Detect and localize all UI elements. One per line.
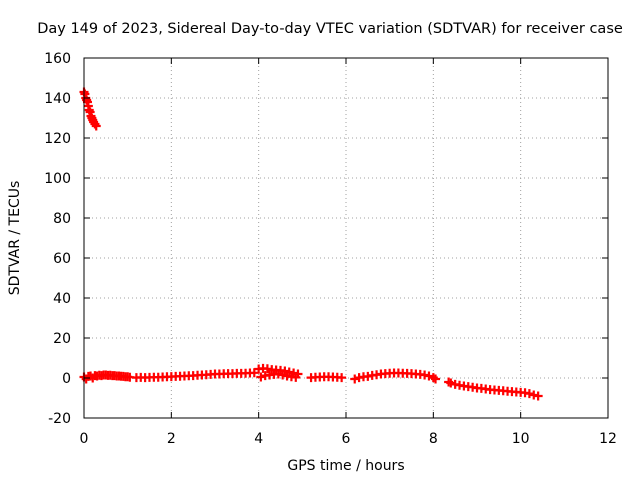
y-tick-label: -20 [48, 411, 71, 427]
axis-ticks: 0 2 4 6 8 10 12 -20 0 20 40 60 80 100 120 140 160 [44, 51, 617, 447]
data-point [337, 373, 347, 383]
x-tick-label: 0 [80, 431, 89, 447]
data-point [291, 372, 301, 382]
x-tick-label: 8 [429, 431, 438, 447]
grid [84, 58, 608, 418]
data-marks [79, 87, 543, 401]
y-axis-label: SDTVAR / TECUs [7, 181, 23, 296]
data-point [446, 378, 456, 388]
data-point [350, 374, 360, 384]
x-axis-label: GPS time / hours [287, 458, 404, 474]
y-tick-label: 20 [53, 331, 71, 347]
x-tick-label: 2 [167, 431, 176, 447]
x-tick-label: 4 [254, 431, 263, 447]
data-point [431, 374, 441, 384]
y-tick-label: 120 [44, 131, 71, 147]
data-point [91, 121, 101, 131]
y-tick-label: 80 [53, 211, 71, 227]
data-point [256, 372, 266, 382]
x-tick-label: 10 [512, 431, 530, 447]
data-point [524, 389, 534, 399]
y-tick-label: 40 [53, 291, 71, 307]
x-tick-label: 6 [342, 431, 351, 447]
y-tick-label: 100 [44, 171, 71, 187]
data-point [424, 371, 434, 381]
y-tick-label: 60 [53, 251, 71, 267]
y-tick-label: 0 [62, 371, 71, 387]
chart-title: Day 149 of 2023, Sidereal Day-to-day VTE… [37, 21, 623, 37]
y-tick-label: 160 [44, 51, 71, 67]
y-tick-label: 140 [44, 91, 71, 107]
x-tick-label: 12 [599, 431, 617, 447]
data-point [533, 391, 543, 401]
